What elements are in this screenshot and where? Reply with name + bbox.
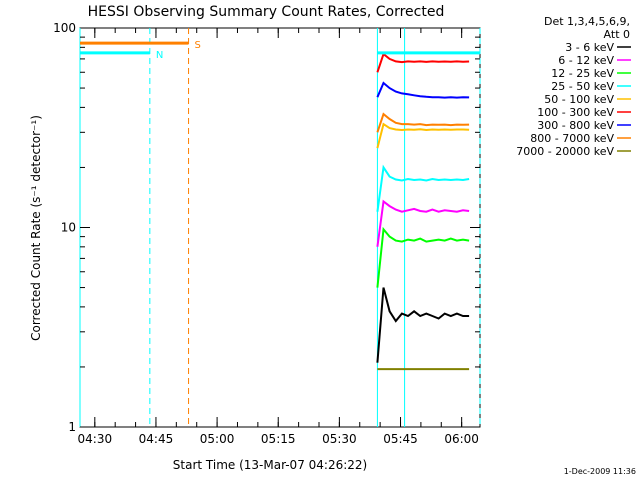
x-tick-label: 04:30 bbox=[78, 432, 113, 446]
x-tick-label: 05:45 bbox=[383, 432, 418, 446]
series-line bbox=[376, 81, 470, 99]
x-tick-label: 05:15 bbox=[261, 432, 296, 446]
y-axis: 1 10 100 bbox=[53, 21, 480, 434]
y-axis-label: Corrected Count Rate (s⁻¹ detector⁻¹) bbox=[29, 115, 43, 341]
legend-item-label: 300 - 800 keV bbox=[537, 119, 614, 132]
x-tick-label: 05:30 bbox=[322, 432, 357, 446]
attenuator-label: S bbox=[195, 40, 201, 51]
y-tick-label: 1 bbox=[68, 420, 76, 434]
series-line bbox=[376, 52, 470, 73]
x-tick-label: 05:00 bbox=[200, 432, 235, 446]
legend-item-label: 7000 - 20000 keV bbox=[516, 145, 614, 158]
legend-header-1: Det 1,3,4,5,6,9, bbox=[544, 15, 630, 28]
x-axis-label: Start Time (13-Mar-07 04:26:22) bbox=[173, 458, 367, 472]
series-line bbox=[376, 164, 470, 212]
attenuator-bars: SN bbox=[80, 40, 480, 61]
series-lines bbox=[376, 52, 470, 371]
x-axis: 04:30 04:45 05:00 05:15 05:30 05:45 06:00 bbox=[78, 28, 479, 446]
legend-item-label: 3 - 6 keV bbox=[565, 41, 614, 54]
series-line bbox=[376, 226, 470, 288]
y-tick-label: 100 bbox=[53, 21, 76, 35]
x-tick-label: 06:00 bbox=[444, 432, 479, 446]
footer-date: 1-Dec-2009 11:36 bbox=[564, 467, 636, 476]
legend-item-label: 25 - 50 keV bbox=[551, 80, 614, 93]
series-line bbox=[376, 112, 470, 133]
attenuator-label: N bbox=[156, 50, 163, 61]
legend-item-label: 12 - 25 keV bbox=[551, 67, 614, 80]
legend-item-label: 50 - 100 keV bbox=[544, 93, 614, 106]
legend-item-label: 6 - 12 keV bbox=[558, 54, 614, 67]
legend-item-label: 800 - 7000 keV bbox=[530, 132, 614, 145]
series-line bbox=[376, 199, 470, 247]
time-markers bbox=[79, 28, 481, 427]
plot-frame bbox=[79, 27, 481, 428]
y-tick-label: 10 bbox=[61, 221, 76, 235]
chart-title: HESSI Observing Summary Count Rates, Cor… bbox=[88, 4, 445, 20]
legend-item-label: 100 - 300 keV bbox=[537, 106, 614, 119]
x-tick-label: 04:45 bbox=[139, 432, 174, 446]
series-line bbox=[376, 287, 470, 363]
series-line bbox=[376, 122, 470, 149]
legend-header-2: Att 0 bbox=[604, 28, 630, 41]
